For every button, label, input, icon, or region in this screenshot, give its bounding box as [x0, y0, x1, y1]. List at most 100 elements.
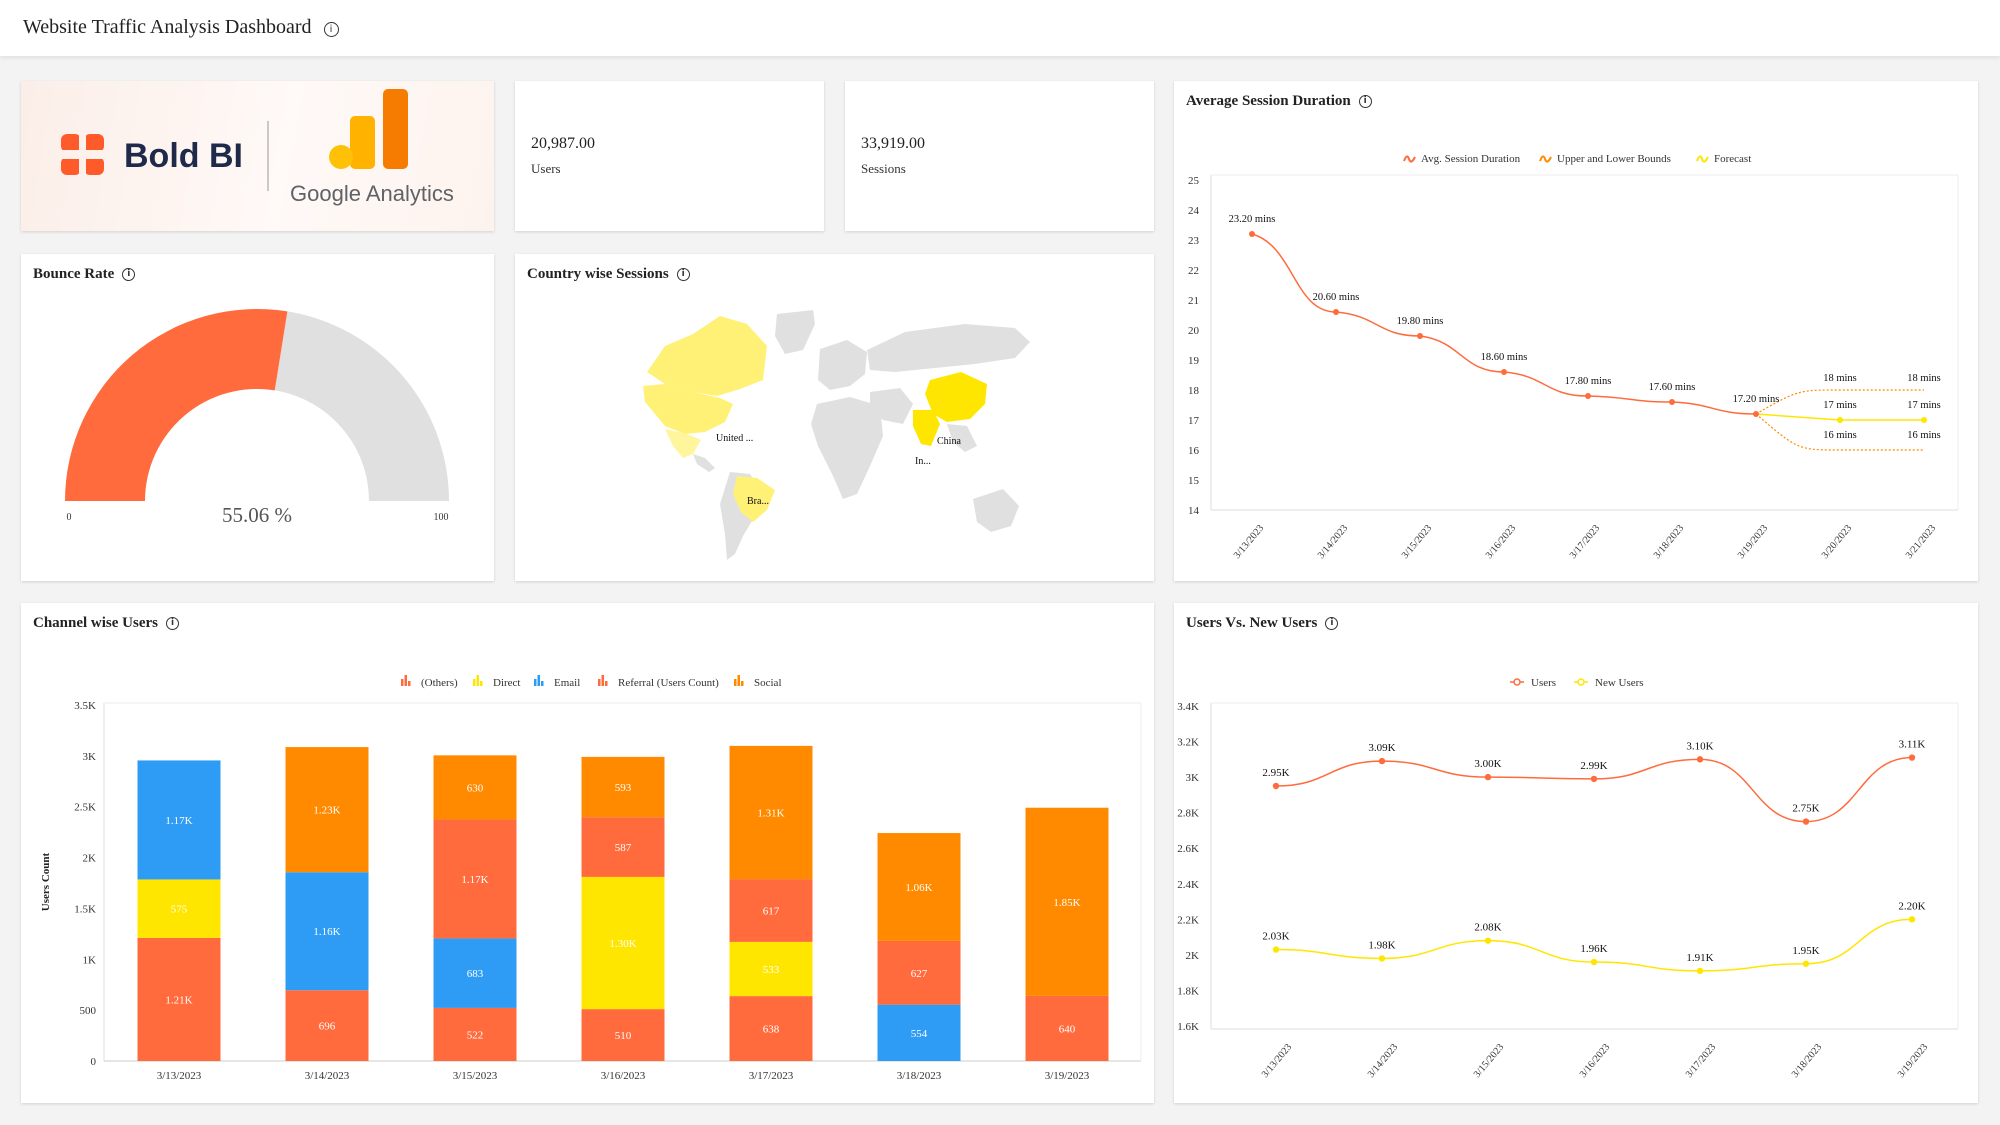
- info-icon[interactable]: i: [1358, 95, 1372, 109]
- map-india[interactable]: [913, 410, 940, 446]
- bar-data-label: 683: [467, 968, 484, 980]
- map-mexico[interactable]: [665, 429, 701, 458]
- data-point: [1590, 958, 1598, 966]
- y-tick-label: 14: [1188, 505, 1200, 517]
- kpi-users-card: 20,987.00 Users: [515, 81, 824, 231]
- legend-bar-icon: [541, 681, 544, 686]
- data-label: 1.95K: [1792, 945, 1819, 957]
- bar-data-label: 1.16K: [313, 926, 340, 938]
- avg-session-point: [1417, 333, 1423, 339]
- map-label-brazil: Bra...: [747, 496, 769, 507]
- data-label: 3.11K: [1899, 739, 1926, 751]
- bar-segment: [1025, 995, 1109, 1061]
- bar-data-label: 510: [615, 1030, 632, 1042]
- legend-bar-icon: [408, 681, 411, 686]
- bar-segment: [433, 755, 517, 820]
- data-label: 1.98K: [1368, 939, 1395, 951]
- avg-session-title-text: Average Session Duration: [1186, 93, 1351, 109]
- legend-bar-icon: [598, 679, 601, 686]
- bar-data-label: 617: [763, 906, 780, 918]
- kpi-users-value: 20,987.00: [531, 135, 595, 152]
- y-tick-label: 18: [1188, 385, 1200, 397]
- x-tick-label: 3/16/2023: [601, 1070, 646, 1082]
- legend-bar-icon: [734, 679, 737, 686]
- map-greenland[interactable]: [775, 310, 815, 354]
- data-label: 2.03K: [1262, 931, 1289, 943]
- map-middle-east[interactable]: [870, 388, 913, 424]
- avg-session-data-label: 17.60 mins: [1649, 382, 1696, 393]
- info-icon[interactable]: i: [122, 268, 136, 282]
- forecast-data-label: 17 mins: [1823, 400, 1857, 411]
- info-icon[interactable]: i: [676, 268, 690, 282]
- map-canada[interactable]: [647, 316, 767, 396]
- avg-session-point: [1669, 399, 1675, 405]
- y-tick-label: 21: [1188, 295, 1199, 307]
- legend-bar-icon: [476, 675, 479, 686]
- data-label: 2.20K: [1898, 900, 1925, 912]
- map-label-china: China: [937, 436, 961, 447]
- bar-segment: [729, 996, 813, 1061]
- y-tick-label: 0: [91, 1056, 97, 1068]
- y-tick-label: 1.8K: [1177, 985, 1199, 997]
- legend-line-icon: [1696, 155, 1709, 163]
- bar-data-label: 1.30K: [609, 938, 636, 950]
- y-tick-label: 1.5K: [74, 903, 96, 915]
- data-point: [1696, 756, 1704, 763]
- bar-segment: [1025, 807, 1109, 996]
- info-icon[interactable]: i: [1325, 617, 1339, 631]
- avg-session-chart: 14 15 16 17 18 19 20 21 22 23 24 25 3/13/2023 3/14/20…: [1188, 153, 1959, 561]
- x-tick-label: 3/15/2023: [1472, 1042, 1506, 1080]
- avg-session-title: Average Session Duration i: [1186, 93, 1372, 110]
- x-tick-label: 3/13/2023: [1232, 523, 1266, 561]
- info-icon[interactable]: i: [323, 22, 339, 37]
- bar-segment: [285, 872, 369, 991]
- map-usa[interactable]: [643, 384, 733, 434]
- map-china[interactable]: [925, 372, 987, 422]
- legend-bar-icon: [404, 675, 407, 686]
- legend-label: Upper and Lower Bounds: [1557, 153, 1671, 165]
- y-tick-label: 2.5K: [74, 802, 96, 814]
- x-tick-label: 3/14/2023: [305, 1070, 350, 1082]
- map-australia[interactable]: [973, 489, 1019, 532]
- x-tick-label: 3/17/2023: [749, 1070, 794, 1082]
- x-tick-label: 3/20/2023: [1820, 523, 1854, 561]
- users-new-title: Users Vs. New Users i: [1186, 615, 1339, 632]
- dashboard-header: Website Traffic Analysis Dashboard i: [0, 0, 2000, 56]
- bar-segment: [729, 941, 813, 997]
- y-axis-title: Users Count: [40, 852, 52, 911]
- bar-data-label: 640: [1059, 1023, 1076, 1035]
- upper-bound-data-label: 18 mins: [1907, 373, 1941, 384]
- map-central-america[interactable]: [693, 454, 715, 472]
- map-europe[interactable]: [818, 340, 867, 390]
- y-tick-label: 22: [1188, 265, 1199, 277]
- data-label: 2.95K: [1262, 767, 1289, 779]
- gauge-max-label: 100: [434, 512, 449, 523]
- map-brazil[interactable]: [733, 476, 775, 522]
- legend-bar-icon: [737, 675, 740, 686]
- y-tick-label: 2K: [83, 853, 97, 865]
- map-russia[interactable]: [867, 324, 1030, 372]
- bar-data-label: 593: [615, 782, 632, 794]
- legend-label: Social: [754, 677, 782, 689]
- bar-segment: [877, 940, 961, 1005]
- bar-data-label: 1.85K: [1053, 897, 1080, 909]
- series-line-bounds-lower: [1755, 413, 1924, 451]
- y-tick-label: 20: [1188, 325, 1200, 337]
- x-tick-label: 3/17/2023: [1684, 1042, 1718, 1080]
- x-tick-label: 3/15/2023: [453, 1070, 498, 1082]
- bounce-rate-card: Bounce Rate i 55.06 % 0 100: [21, 254, 494, 581]
- data-point: [1272, 782, 1280, 790]
- map-southeast-asia[interactable]: [947, 424, 977, 452]
- map-africa[interactable]: [811, 397, 883, 499]
- legend-bar-icon: [741, 681, 744, 686]
- google-analytics-logo-text: Google Analytics: [290, 181, 454, 206]
- y-tick-label: 16: [1188, 445, 1200, 457]
- avg-session-point: [1753, 411, 1759, 417]
- gauge-value-label: 55.06 %: [222, 503, 292, 527]
- channel-users-title-text: Channel wise Users: [33, 615, 159, 631]
- map-label-united-states: United ...: [716, 433, 753, 444]
- lower-bound-data-label: 16 mins: [1907, 430, 1941, 441]
- map-label-india: In...: [915, 456, 931, 467]
- x-tick-label: 3/18/2023: [1652, 523, 1686, 561]
- info-icon[interactable]: i: [166, 617, 180, 631]
